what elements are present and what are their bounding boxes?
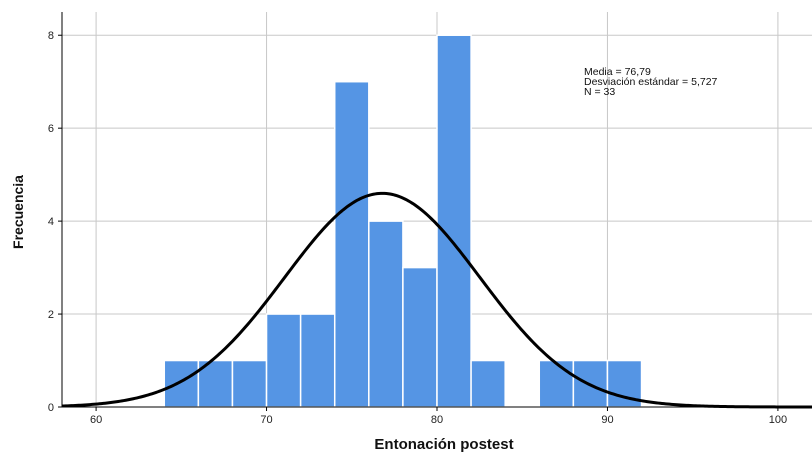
y-tick-label-8: 8 <box>48 30 54 42</box>
histogram-bar-82-84 <box>470 359 506 408</box>
histogram-bar-74-76 <box>333 80 370 408</box>
stats-annotation: Media = 76,79 Desviación estándar = 5,72… <box>584 66 718 98</box>
y-tick-label-6: 6 <box>48 123 54 135</box>
histogram-bar-68-70 <box>231 359 268 408</box>
tick-labels: 60 70 80 90 100 0 2 4 6 8 <box>48 30 787 426</box>
x-tick-label-80: 80 <box>431 414 443 426</box>
normal-curve <box>61 191 812 409</box>
x-tick-label-90: 90 <box>601 414 613 426</box>
normal-curve-layer <box>61 191 812 409</box>
y-tick-label-2: 2 <box>48 309 54 321</box>
y-axis-title: Frecuencia <box>10 175 26 249</box>
x-tick-label-60: 60 <box>90 414 102 426</box>
histogram-bars <box>163 34 643 408</box>
histogram-bar-78-80 <box>402 266 438 408</box>
x-axis-title: Entonación postest <box>374 436 513 452</box>
histogram-bar-80-82 <box>436 34 472 408</box>
histogram-bar-64-66 <box>163 359 200 408</box>
histogram-bar-76-78 <box>368 220 404 408</box>
stat-std-dev: Desviación estándar = 5,727 <box>584 76 718 88</box>
x-tick-label-70: 70 <box>260 414 272 426</box>
histogram-bar-86-88 <box>538 359 575 408</box>
x-tick-label-100: 100 <box>769 414 787 426</box>
stat-mean: Media = 76,79 <box>584 66 651 78</box>
stat-n: N = 33 <box>584 86 615 98</box>
y-tick-label-0: 0 <box>48 402 54 414</box>
histogram-bar-70-72 <box>265 313 302 408</box>
y-tick-label-4: 4 <box>48 216 54 228</box>
histogram-bar-72-74 <box>299 313 336 408</box>
